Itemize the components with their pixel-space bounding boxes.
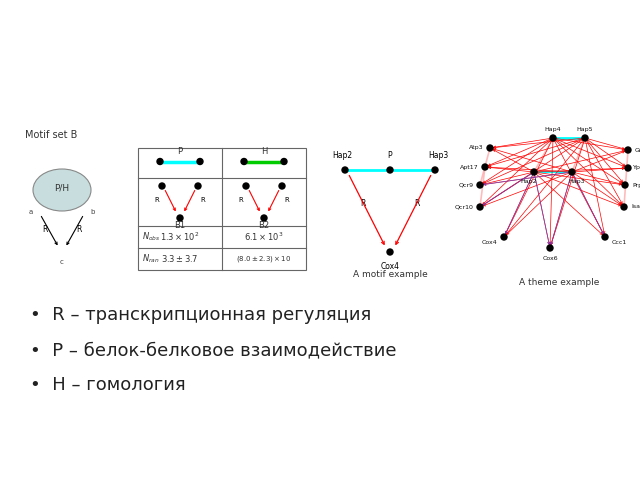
Circle shape bbox=[582, 135, 588, 141]
Text: R: R bbox=[200, 197, 205, 203]
Text: Hap3: Hap3 bbox=[569, 179, 586, 183]
Text: Motif set B: Motif set B bbox=[25, 130, 77, 140]
Circle shape bbox=[569, 169, 575, 175]
Circle shape bbox=[487, 145, 493, 151]
Text: $6.1\times10^3$: $6.1\times10^3$ bbox=[244, 231, 284, 243]
Text: $N_{ran}$: $N_{ran}$ bbox=[142, 253, 159, 265]
Circle shape bbox=[501, 234, 507, 240]
Text: P: P bbox=[388, 151, 392, 160]
Circle shape bbox=[550, 135, 556, 141]
Circle shape bbox=[625, 147, 631, 153]
Circle shape bbox=[279, 183, 285, 189]
Text: B1: B1 bbox=[175, 221, 186, 230]
Text: Hap2: Hap2 bbox=[332, 151, 352, 160]
Circle shape bbox=[157, 158, 163, 165]
Text: Cox6: Cox6 bbox=[542, 255, 558, 261]
Circle shape bbox=[177, 215, 183, 221]
Text: Qcr9: Qcr9 bbox=[458, 182, 474, 188]
Circle shape bbox=[477, 204, 483, 210]
Text: $1.3\times10^2$: $1.3\times10^2$ bbox=[160, 231, 200, 243]
Circle shape bbox=[477, 182, 483, 188]
Circle shape bbox=[159, 183, 165, 189]
Bar bbox=[138, 148, 306, 270]
Circle shape bbox=[547, 245, 553, 251]
Text: •  H – гомология: • H – гомология bbox=[30, 376, 186, 394]
Text: Hap4: Hap4 bbox=[545, 128, 561, 132]
Circle shape bbox=[197, 158, 203, 165]
Text: P: P bbox=[177, 147, 182, 156]
Text: R: R bbox=[76, 225, 82, 234]
Text: R: R bbox=[155, 197, 159, 203]
Circle shape bbox=[531, 169, 537, 175]
Text: Hap3: Hap3 bbox=[428, 151, 448, 160]
Circle shape bbox=[261, 215, 267, 221]
Text: A theme example: A theme example bbox=[519, 278, 599, 287]
Text: Qcr10: Qcr10 bbox=[454, 204, 474, 209]
Circle shape bbox=[243, 183, 249, 189]
Text: Isa1: Isa1 bbox=[632, 204, 640, 209]
Circle shape bbox=[432, 167, 438, 173]
Text: •  P – белок-белковое взаимодействие: • P – белок-белковое взаимодействие bbox=[30, 341, 397, 359]
Text: R: R bbox=[360, 199, 365, 208]
Text: Prp3: Prp3 bbox=[632, 182, 640, 188]
Text: P/H: P/H bbox=[54, 183, 70, 192]
Circle shape bbox=[482, 164, 488, 170]
Text: $3.3\pm3.7$: $3.3\pm3.7$ bbox=[161, 253, 199, 264]
Text: R: R bbox=[414, 199, 420, 208]
Circle shape bbox=[387, 249, 393, 255]
Text: R: R bbox=[239, 197, 243, 203]
Text: a: a bbox=[29, 209, 33, 215]
Text: Cox4: Cox4 bbox=[482, 240, 498, 244]
Circle shape bbox=[387, 167, 393, 173]
Text: Ypl207w: Ypl207w bbox=[633, 166, 640, 170]
Text: $(8.0\pm2.3)\times10$: $(8.0\pm2.3)\times10$ bbox=[236, 254, 292, 264]
Text: c: c bbox=[60, 259, 64, 265]
Circle shape bbox=[342, 167, 348, 173]
Text: Ccc1: Ccc1 bbox=[611, 240, 627, 244]
Text: Atp3: Atp3 bbox=[468, 145, 483, 151]
Circle shape bbox=[241, 158, 247, 165]
Text: Hap5: Hap5 bbox=[577, 128, 593, 132]
Text: Grx4: Grx4 bbox=[634, 147, 640, 153]
Text: A motif example: A motif example bbox=[353, 270, 428, 279]
Text: Apt17: Apt17 bbox=[460, 165, 478, 169]
Circle shape bbox=[281, 158, 287, 165]
Circle shape bbox=[622, 182, 628, 188]
Circle shape bbox=[625, 165, 631, 171]
Circle shape bbox=[195, 183, 201, 189]
Text: $N_{obs}$: $N_{obs}$ bbox=[142, 231, 161, 243]
Text: H: H bbox=[261, 147, 267, 156]
Text: R: R bbox=[42, 225, 48, 234]
Ellipse shape bbox=[33, 169, 91, 211]
Text: Cox4: Cox4 bbox=[381, 262, 399, 271]
Circle shape bbox=[602, 234, 608, 240]
Text: b: b bbox=[91, 209, 95, 215]
Circle shape bbox=[621, 204, 627, 210]
Text: •  R – транскрипционная регуляция: • R – транскрипционная регуляция bbox=[30, 306, 371, 324]
Text: Hap2: Hap2 bbox=[521, 179, 538, 183]
Text: B2: B2 bbox=[259, 221, 269, 230]
Text: R: R bbox=[285, 197, 289, 203]
